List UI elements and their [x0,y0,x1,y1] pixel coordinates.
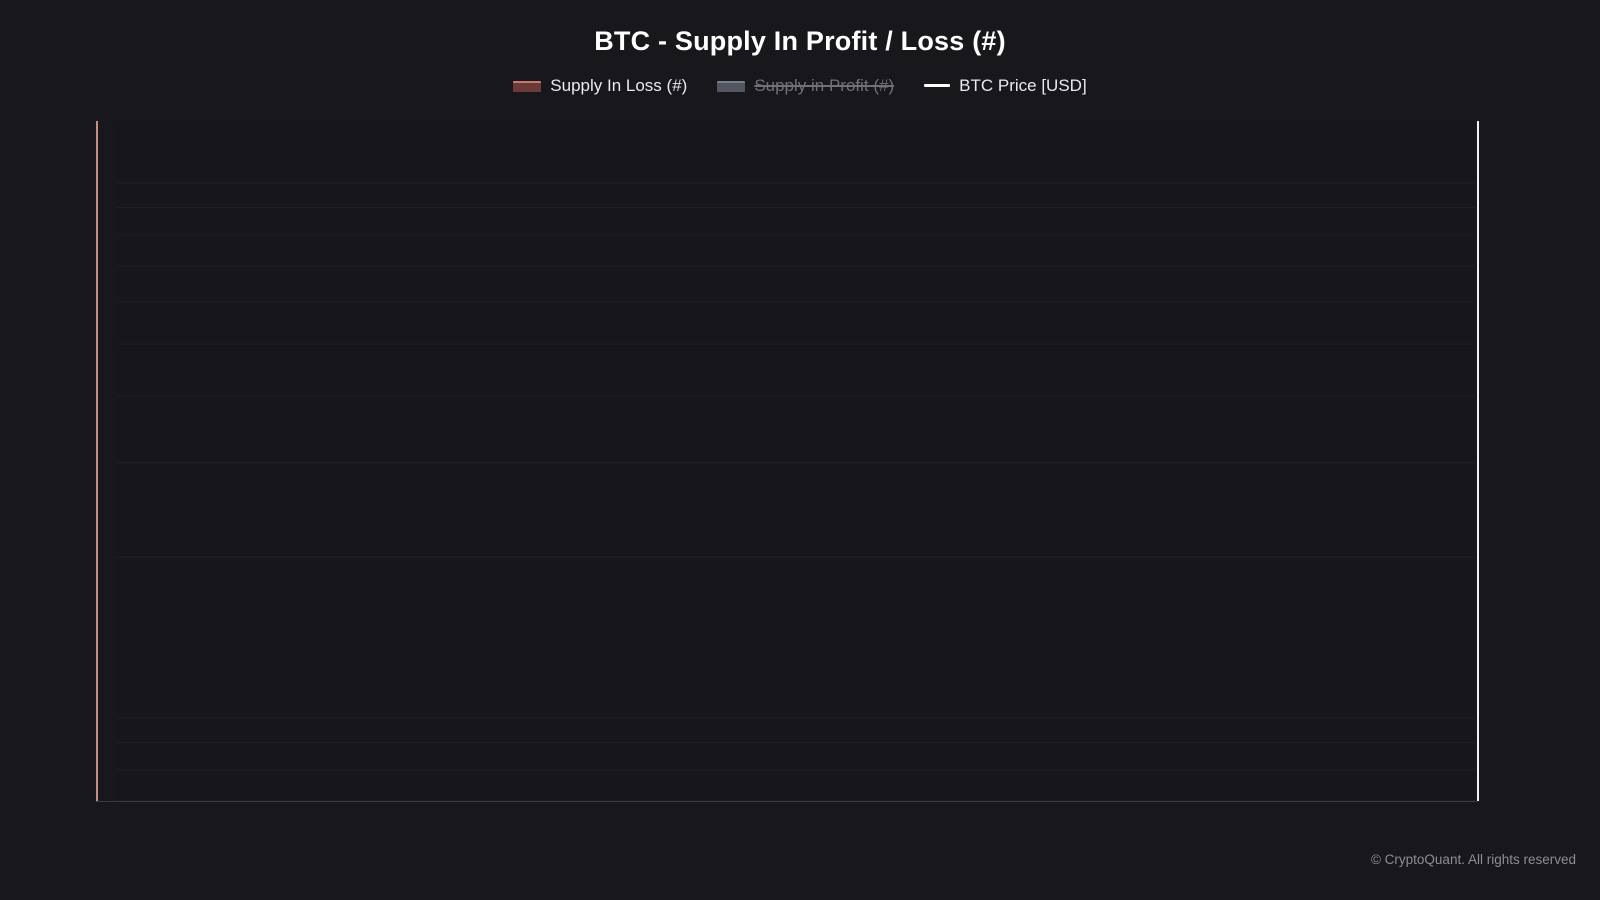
plot-canvas [117,122,1475,801]
legend-swatch-icon-supply-in-loss [513,80,542,92]
copyright-footer: © CryptoQuant. All rights reserved [1370,852,1576,867]
bottom-axis-line [96,801,1477,802]
plot-area [96,121,1479,802]
legend-label-btc-price: BTC Price [USD] [959,76,1087,95]
chart-legend: Supply In Loss (#) Supply in Profit (#) … [0,76,1600,96]
legend-label-supply-in-profit: Supply in Profit (#) [754,76,895,95]
chart-svg [117,182,1475,801]
legend-item-supply-in-profit[interactable]: Supply in Profit (#) [717,76,894,96]
right-axis-line [1477,121,1479,801]
left-axis-line [96,121,98,801]
page-title: BTC - Supply In Profit / Loss (#) [594,26,1006,56]
legend-swatch-icon-btc-price [924,84,951,87]
legend-swatch-icon-supply-in-profit [717,80,746,92]
legend-item-supply-in-loss[interactable]: Supply In Loss (#) [513,76,687,96]
legend-label-supply-in-loss: Supply In Loss (#) [550,76,688,95]
legend-item-btc-price[interactable]: BTC Price [USD] [924,76,1087,96]
